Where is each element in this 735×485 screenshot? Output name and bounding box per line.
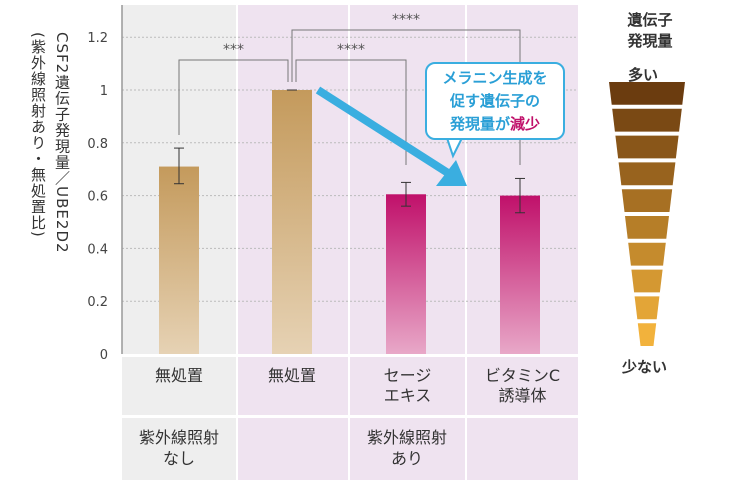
- category-label: ビタミンC 誘導体: [484, 366, 561, 405]
- panel-divider: [236, 5, 238, 480]
- significance-bracket: [178, 59, 289, 135]
- y-tick-label: 0: [100, 348, 108, 363]
- funnel-segment: [609, 82, 685, 105]
- significance-label: ****: [392, 12, 420, 28]
- funnel-segment: [634, 296, 660, 320]
- callout-line: メラニン生成を: [442, 69, 548, 87]
- category-label: 無処置: [154, 366, 203, 385]
- trend-arrow: [315, 86, 451, 177]
- panel-divider: [122, 354, 578, 357]
- group-label-no-uv: 紫外線照射 なし: [138, 428, 219, 468]
- y-tick-label: 0.2: [87, 295, 108, 310]
- y-axis-sublabel: (紫外線照射あり・無処置比): [29, 32, 47, 238]
- y-tick-label: 1.2: [87, 31, 108, 46]
- funnel-segment: [628, 242, 666, 266]
- bar: [386, 194, 426, 354]
- y-tick-label: 0.4: [87, 242, 108, 257]
- bar: [159, 166, 199, 354]
- bar: [272, 90, 312, 354]
- funnel-segment: [621, 189, 673, 212]
- significance-bracket: [295, 59, 407, 165]
- funnel-segment: [625, 216, 669, 239]
- trend-arrowhead: [436, 160, 467, 186]
- panel-divider: [348, 5, 350, 480]
- significance-label: ***: [223, 42, 244, 58]
- funnel-segment: [615, 135, 679, 159]
- panel-divider: [122, 415, 578, 418]
- bar: [500, 195, 540, 354]
- callout-line: 促す遺伝子の: [449, 92, 540, 110]
- category-label: 無処置: [267, 366, 316, 385]
- y-tick-label: 1: [100, 84, 108, 99]
- group-background: [236, 418, 578, 480]
- funnel-segment: [612, 108, 682, 132]
- legend-low-label: 少ない: [622, 358, 668, 376]
- y-tick-label: 0.8: [87, 137, 108, 152]
- group-label-uv: 紫外線照射 あり: [366, 428, 447, 468]
- callout-line: 発現量が減少: [449, 115, 541, 133]
- legend-title: 遺伝子 発現量: [627, 11, 673, 50]
- funnel-segment: [637, 323, 657, 346]
- significance-label: ****: [337, 42, 365, 58]
- panel-divider: [465, 5, 467, 480]
- y-axis-label: CSF2遺伝子発現量／UBE2D2: [53, 32, 71, 254]
- group-background: [122, 418, 236, 480]
- y-tick-label: 0.6: [87, 190, 108, 205]
- category-label: セージ エキス: [383, 366, 432, 405]
- funnel-segment: [631, 269, 663, 293]
- legend-high-label: 多い: [628, 66, 659, 84]
- funnel-segment: [618, 162, 676, 186]
- callout: メラニン生成を 促す遺伝子の 発現量が減少: [425, 62, 565, 140]
